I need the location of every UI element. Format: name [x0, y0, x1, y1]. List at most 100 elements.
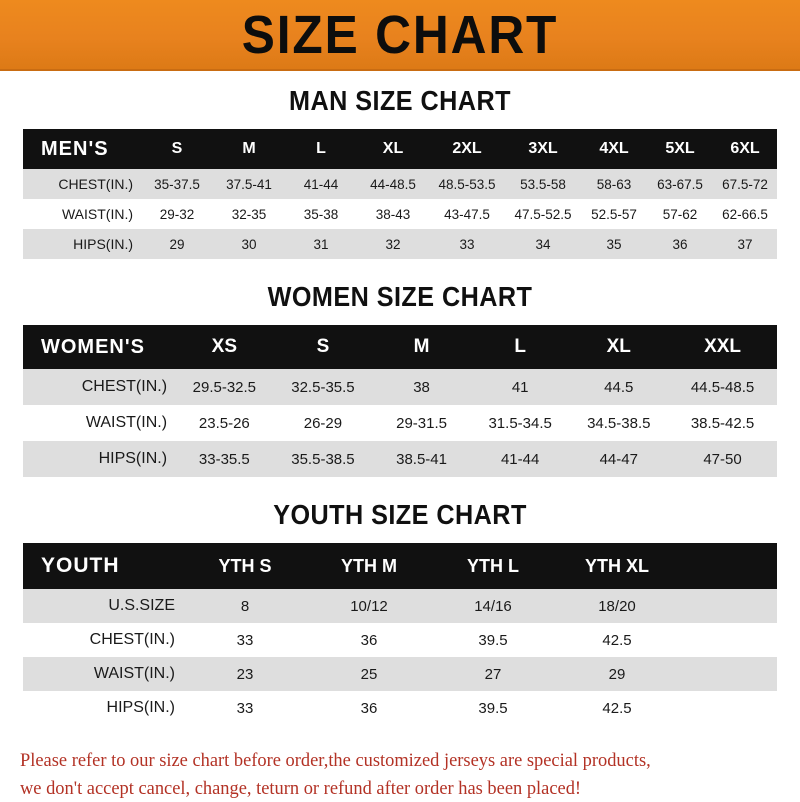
women-size-xs: XS	[175, 325, 274, 369]
women-waist-m: 29-31.5	[372, 405, 471, 441]
man-waist-s: 29-32	[141, 199, 213, 229]
women-chest-s: 32.5-35.5	[273, 369, 373, 405]
man-size-table: MEN'S S M L XL 2XL 3XL 4XL 5XL 6XL CHEST…	[23, 129, 777, 259]
youth-size-m: YTH M	[307, 543, 431, 589]
women-waist-l: 31.5-34.5	[470, 405, 570, 441]
youth-size-xl: YTH XL	[555, 543, 679, 589]
women-chest-label: CHEST(IN.)	[23, 369, 176, 405]
women-hips-label: HIPS(IN.)	[23, 441, 176, 477]
youth-hips-xl: 42.5	[555, 691, 679, 725]
women-waist-xxl: 38.5-42.5	[668, 405, 777, 441]
youth-hips-s: 33	[183, 691, 307, 725]
page-banner: SIZE CHART	[0, 0, 800, 71]
man-size-5xl: 5XL	[647, 129, 713, 169]
women-chest-l: 41	[470, 369, 570, 405]
youth-chest-xl: 42.5	[555, 623, 679, 657]
youth-table-header-row: YOUTH YTH S YTH M YTH L YTH XL	[23, 543, 777, 589]
man-waist-3xl: 47.5-52.5	[505, 199, 581, 229]
women-chest-m: 38	[372, 369, 471, 405]
youth-chest-l: 39.5	[431, 623, 555, 657]
women-hips-m: 38.5-41	[372, 441, 471, 477]
women-hips-xxl: 47-50	[668, 441, 777, 477]
man-hips-l: 31	[285, 229, 357, 259]
man-chest-6xl: 67.5-72	[713, 169, 777, 199]
man-hips-6xl: 37	[713, 229, 777, 259]
man-size-2xl: 2XL	[429, 129, 505, 169]
youth-ussize-pad	[679, 589, 777, 623]
women-size-table: WOMEN'S XS S M L XL XXL CHEST(IN.) 29.5-…	[23, 325, 777, 477]
youth-waist-m: 25	[307, 657, 431, 691]
youth-ussize-s: 8	[183, 589, 307, 623]
man-chest-m: 37.5-41	[213, 169, 285, 199]
man-waist-label: WAIST(IN.)	[23, 199, 141, 229]
table-row: U.S.SIZE 8 10/12 14/16 18/20	[23, 589, 777, 623]
women-hips-l: 41-44	[470, 441, 570, 477]
man-chest-s: 35-37.5	[141, 169, 213, 199]
women-hips-xl: 44-47	[569, 441, 669, 477]
man-waist-2xl: 43-47.5	[429, 199, 505, 229]
man-table-header-row: MEN'S S M L XL 2XL 3XL 4XL 5XL 6XL	[23, 129, 777, 169]
disclaimer-line-2: we don't accept cancel, change, teturn o…	[20, 777, 582, 799]
man-waist-4xl: 52.5-57	[581, 199, 647, 229]
youth-header-label: YOUTH	[23, 543, 183, 589]
man-waist-5xl: 57-62	[647, 199, 713, 229]
man-hips-m: 30	[213, 229, 285, 259]
man-hips-4xl: 35	[581, 229, 647, 259]
man-chest-2xl: 48.5-53.5	[429, 169, 505, 199]
man-size-l: L	[285, 129, 357, 169]
man-size-chart-block: MEN'S S M L XL 2XL 3XL 4XL 5XL 6XL CHEST…	[23, 129, 777, 259]
man-waist-xl: 38-43	[357, 199, 429, 229]
man-size-xl: XL	[357, 129, 429, 169]
youth-ussize-l: 14/16	[431, 589, 555, 623]
table-row: HIPS(IN.) 33 36 39.5 42.5	[23, 691, 777, 725]
women-table-header-row: WOMEN'S XS S M L XL XXL	[23, 325, 777, 369]
man-size-m: M	[213, 129, 285, 169]
man-waist-m: 32-35	[213, 199, 285, 229]
man-chest-5xl: 63-67.5	[647, 169, 713, 199]
man-chest-xl: 44-48.5	[357, 169, 429, 199]
youth-ussize-xl: 18/20	[555, 589, 679, 623]
women-size-l: L	[470, 325, 570, 369]
women-section-title: WOMEN SIZE CHART	[267, 281, 533, 312]
women-hips-xs: 33-35.5	[175, 441, 274, 477]
women-size-chart-block: WOMEN'S XS S M L XL XXL CHEST(IN.) 29.5-…	[23, 325, 777, 477]
table-row: CHEST(IN.) 33 36 39.5 42.5	[23, 623, 777, 657]
man-header-label: MEN'S	[23, 129, 141, 169]
youth-section-title: YOUTH SIZE CHART	[273, 499, 527, 530]
youth-chest-s: 33	[183, 623, 307, 657]
table-row: HIPS(IN.) 33-35.5 35.5-38.5 38.5-41 41-4…	[23, 441, 777, 477]
women-size-s: S	[273, 325, 373, 369]
man-hips-xl: 32	[357, 229, 429, 259]
women-hips-s: 35.5-38.5	[273, 441, 373, 477]
youth-chest-label: CHEST(IN.)	[23, 623, 183, 657]
table-row: CHEST(IN.) 35-37.5 37.5-41 41-44 44-48.5…	[23, 169, 777, 199]
man-hips-3xl: 34	[505, 229, 581, 259]
man-waist-l: 35-38	[285, 199, 357, 229]
man-waist-6xl: 62-66.5	[713, 199, 777, 229]
youth-hips-label: HIPS(IN.)	[23, 691, 183, 725]
women-waist-xl: 34.5-38.5	[569, 405, 669, 441]
table-row: WAIST(IN.) 23 25 27 29	[23, 657, 777, 691]
youth-waist-l: 27	[431, 657, 555, 691]
man-size-4xl: 4XL	[581, 129, 647, 169]
youth-waist-s: 23	[183, 657, 307, 691]
women-header-label: WOMEN'S	[23, 325, 176, 369]
table-row: WAIST(IN.) 23.5-26 26-29 29-31.5 31.5-34…	[23, 405, 777, 441]
disclaimer-note: Please refer to our size chart before or…	[20, 747, 757, 802]
youth-size-s: YTH S	[183, 543, 307, 589]
women-size-xxl: XXL	[668, 325, 777, 369]
youth-size-l: YTH L	[431, 543, 555, 589]
youth-waist-label: WAIST(IN.)	[23, 657, 183, 691]
youth-waist-xl: 29	[555, 657, 679, 691]
man-section-title: MAN SIZE CHART	[289, 85, 511, 116]
man-chest-label: CHEST(IN.)	[23, 169, 141, 199]
women-waist-xs: 23.5-26	[175, 405, 274, 441]
women-chest-xs: 29.5-32.5	[175, 369, 274, 405]
man-hips-label: HIPS(IN.)	[23, 229, 141, 259]
women-chest-xl: 44.5	[569, 369, 669, 405]
man-hips-s: 29	[141, 229, 213, 259]
man-hips-5xl: 36	[647, 229, 713, 259]
youth-hips-l: 39.5	[431, 691, 555, 725]
man-chest-4xl: 58-63	[581, 169, 647, 199]
